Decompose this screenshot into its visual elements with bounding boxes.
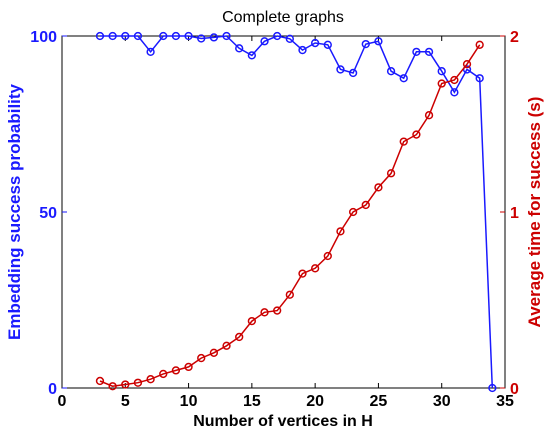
average-time-point (159, 369, 168, 379)
success-probability-point (323, 40, 332, 49)
success-probability-point (121, 31, 130, 41)
success-probability-point (361, 39, 370, 49)
x-tick-label: 15 (243, 393, 261, 410)
average-time-point (298, 269, 307, 278)
average-time-point (171, 366, 181, 375)
average-time-point (121, 380, 130, 389)
average-time-point (386, 169, 396, 178)
success-probability-point (475, 74, 484, 83)
average-time-point (260, 308, 269, 317)
y-left-tick-label: 100 (30, 29, 57, 46)
average-time-point (197, 353, 206, 363)
average-time-point (475, 40, 484, 49)
success-probability-point (146, 47, 155, 56)
average-time-point (310, 264, 320, 273)
success-probability-point (412, 47, 421, 56)
average-time-point (222, 341, 231, 350)
average-time-point (146, 375, 155, 384)
success-probability-point (222, 31, 231, 41)
success-probability-point (197, 34, 206, 43)
success-probability-point (133, 31, 143, 41)
success-probability-point (450, 88, 459, 97)
y-axis-label-right: Average time for success (s) (525, 97, 544, 328)
average-time-point (437, 79, 446, 88)
average-time-point (184, 362, 193, 372)
x-tick-label: 5 (121, 393, 130, 410)
average-time-point (374, 183, 383, 192)
success-probability-point (260, 37, 269, 46)
average-time-point (285, 290, 294, 299)
x-tick-label: 35 (496, 393, 514, 410)
average-time-point (424, 111, 434, 120)
chart-title: Complete graphs (222, 9, 344, 26)
success-probability-point (310, 38, 320, 48)
average-time-point (247, 316, 257, 326)
success-probability-point (95, 31, 105, 41)
success-probability-point (437, 67, 446, 76)
success-probability-point (488, 383, 497, 393)
success-probability-point (424, 47, 434, 56)
average-time-point (273, 306, 282, 315)
average-time-point (108, 382, 117, 391)
average-time-point (399, 137, 408, 146)
x-axis-label: Number of vertices in H (193, 413, 373, 430)
y-right-tick-label: 2 (510, 29, 519, 46)
y-left-tick-label: 50 (39, 205, 57, 222)
success-probability-point (159, 31, 168, 41)
y-right-tick-label: 0 (510, 381, 519, 398)
success-probability-point (298, 45, 307, 55)
x-tick-label: 10 (180, 393, 198, 410)
x-tick-label: 0 (58, 393, 67, 410)
average-time-point (133, 378, 143, 387)
success-probability-point (108, 31, 117, 41)
y-axis-label-left: Embedding success probability (5, 83, 24, 340)
y-right-tick-label: 1 (510, 205, 519, 222)
average-time-line (99, 44, 481, 387)
success-probability-point (336, 65, 345, 74)
success-probability-line (100, 35, 494, 389)
average-time-point (462, 60, 472, 69)
success-probability-point (348, 68, 358, 78)
success-probability-point (209, 33, 219, 42)
success-probability-point (285, 34, 294, 43)
average-time-point (412, 130, 421, 139)
success-probability-point (386, 67, 396, 76)
success-probability-point (184, 31, 193, 41)
average-time-point (95, 376, 105, 386)
average-time-point (348, 207, 358, 217)
average-time-point (361, 200, 370, 210)
average-time-point (235, 332, 244, 342)
plot-frame (61, 35, 506, 389)
x-tick-label: 20 (306, 393, 324, 410)
y-left-tick-label: 0 (48, 381, 57, 398)
average-time-point (209, 348, 219, 357)
success-probability-point (273, 31, 282, 41)
average-time-point (336, 227, 345, 236)
average-time-point (450, 75, 459, 85)
x-tick-label: 25 (370, 393, 388, 410)
success-probability-point (235, 44, 244, 53)
average-time-point (323, 251, 332, 261)
success-probability-point (374, 37, 383, 46)
success-probability-point (399, 74, 408, 83)
x-tick-label: 30 (433, 393, 451, 410)
success-probability-point (171, 31, 181, 41)
success-probability-point (247, 51, 257, 60)
